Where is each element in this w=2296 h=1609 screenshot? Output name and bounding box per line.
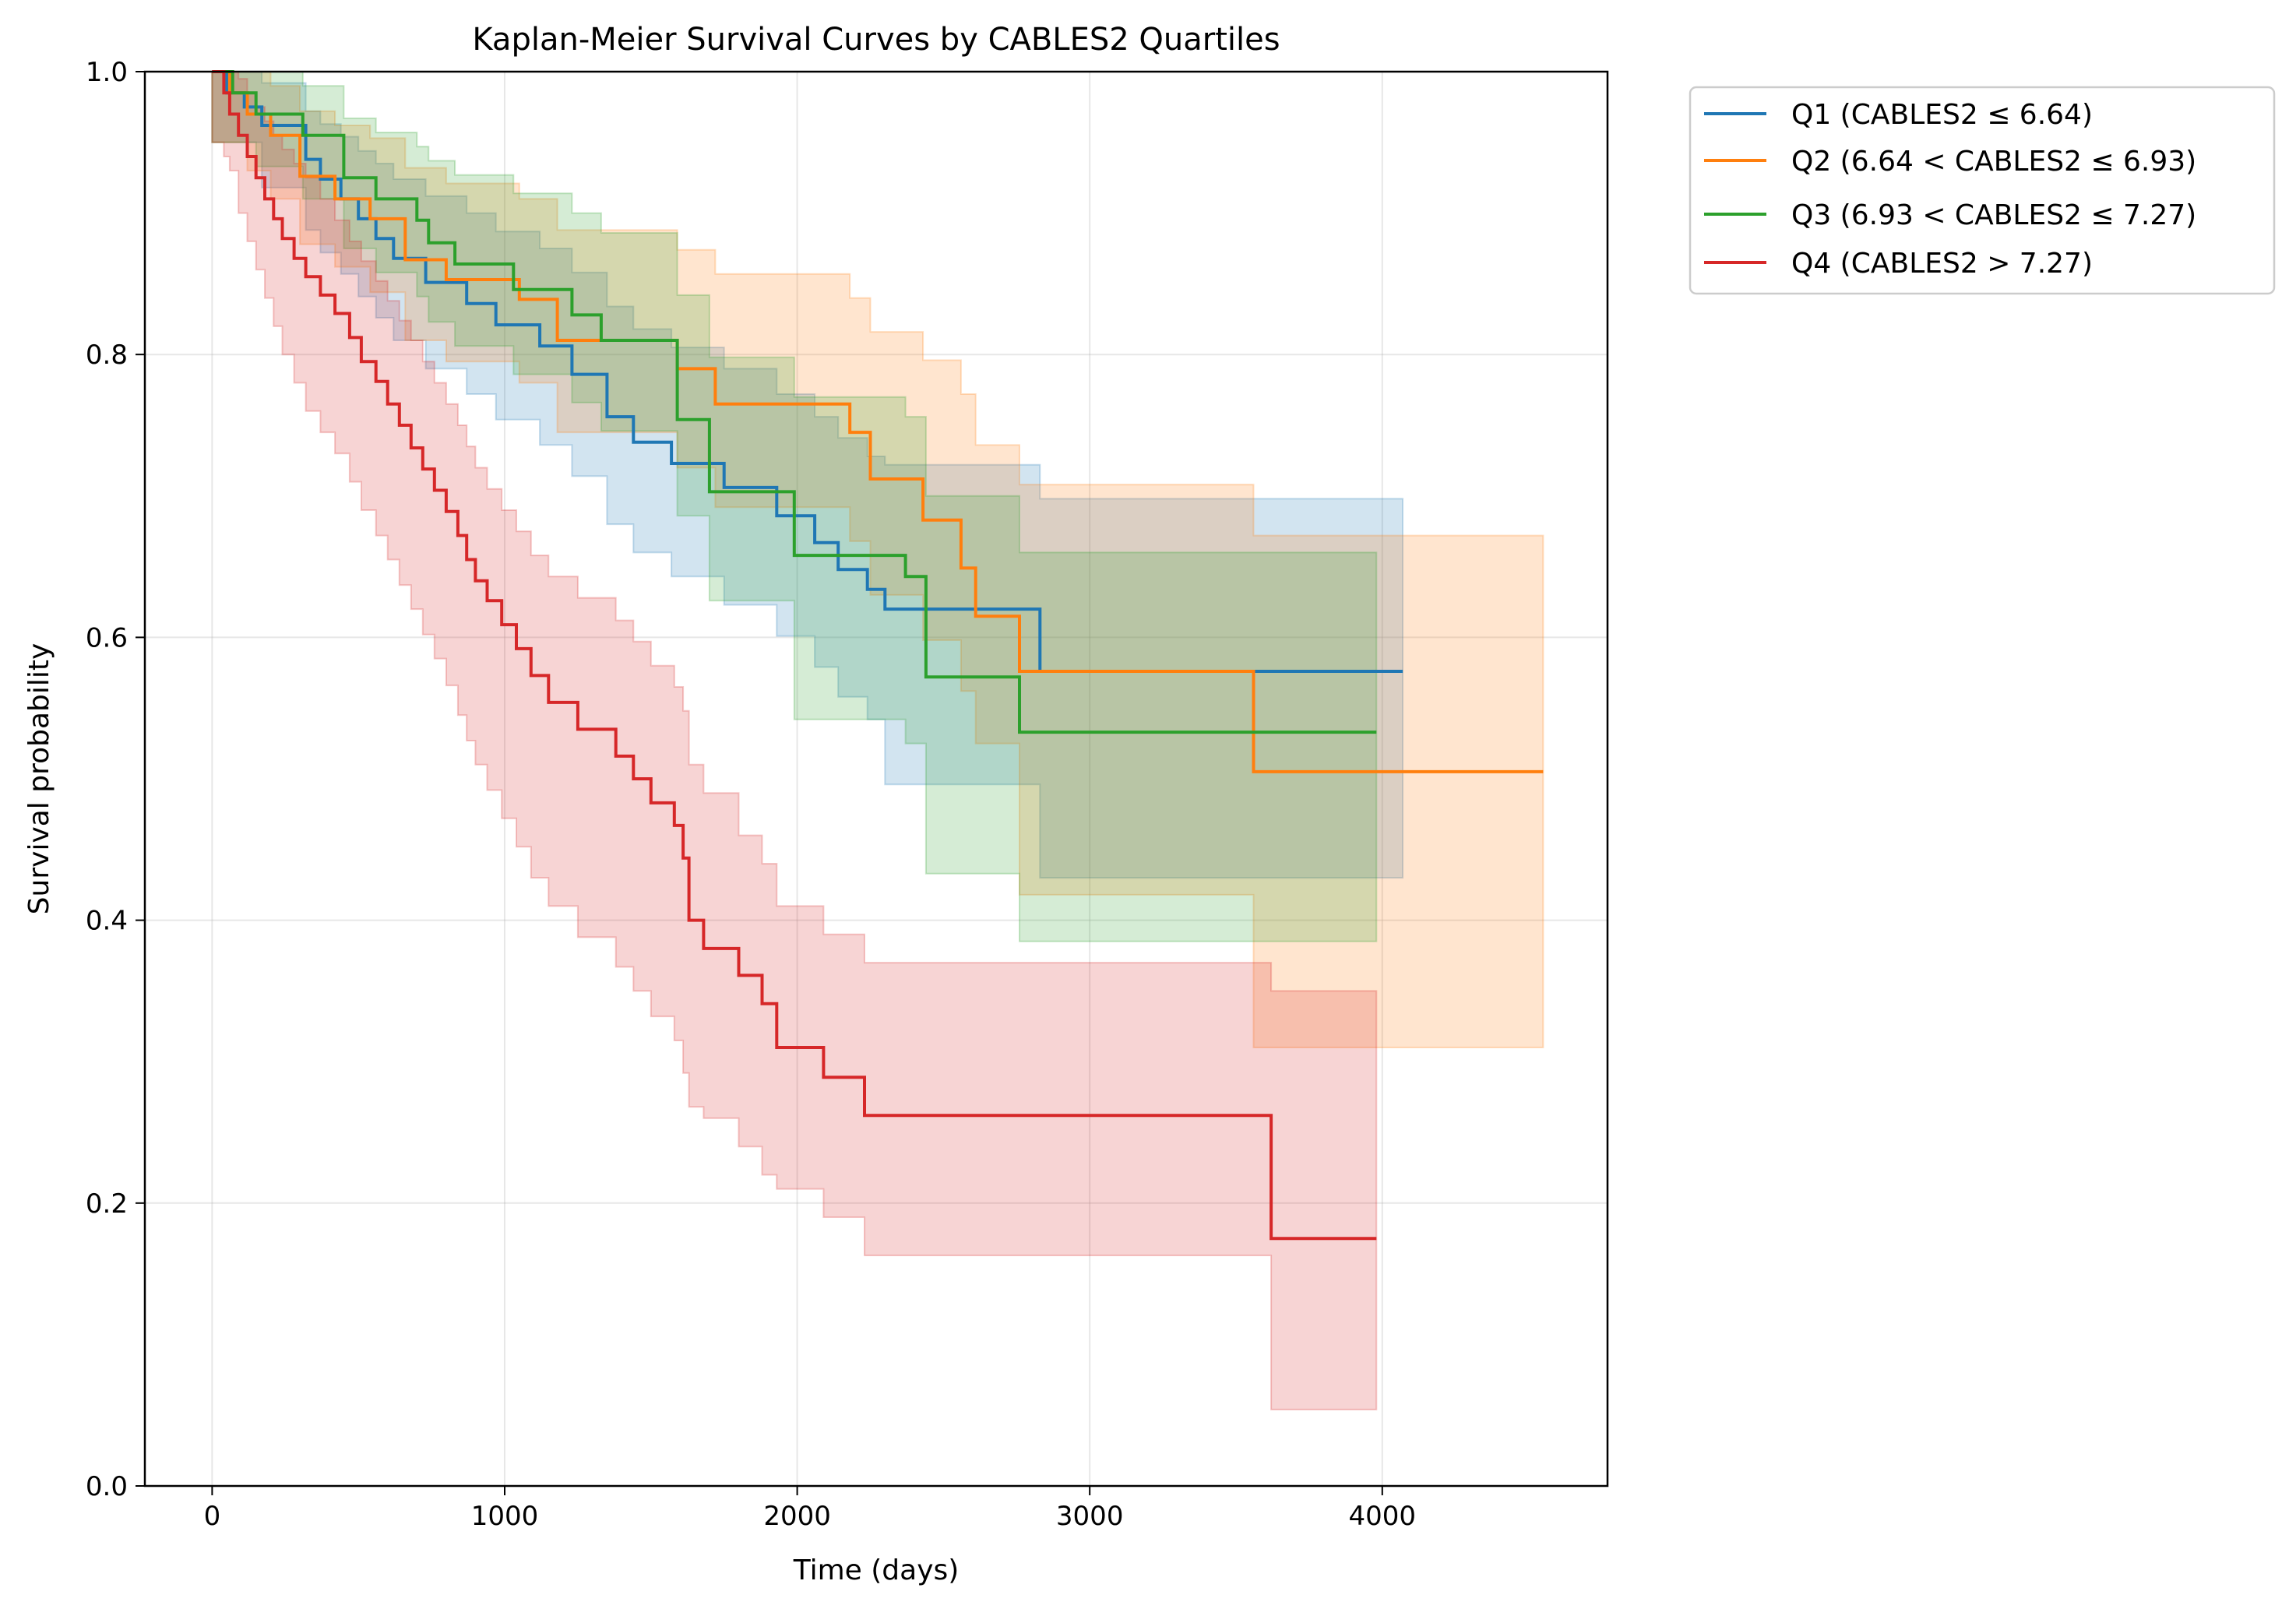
x-tick-label: 0 [204, 1501, 221, 1532]
legend-box [1689, 86, 2276, 295]
legend-label-q3: Q3 (6.93 < CABLES2 ≤ 7.27) [1791, 199, 2196, 231]
y-tick-label: 0.0 [86, 1471, 128, 1502]
y-axis-label: Survival probability [23, 643, 55, 915]
y-tick-label: 1.0 [86, 57, 128, 88]
ci-band-q4 [211, 71, 1378, 1410]
y-axis-ticks: 0.0 0.2 0.4 0.6 0.8 1.0 [86, 57, 145, 1502]
survival-curve-q3 [212, 70, 1377, 734]
survival-curves [212, 70, 1544, 1241]
legend-label-q2: Q2 (6.64 < CABLES2 ≤ 6.93) [1791, 146, 2196, 178]
legend: Q1 (CABLES2 ≤ 6.64) Q2 (6.64 < CABLES2 ≤… [1689, 86, 2276, 295]
y-tick-label: 0.2 [86, 1188, 128, 1220]
chart-title: Kaplan-Meier Survival Curves by CABLES2 … [472, 22, 1280, 58]
x-tick-label: 2000 [763, 1501, 831, 1532]
legend-label-q4: Q4 (CABLES2 > 7.27) [1791, 248, 2093, 280]
x-tick-label: 3000 [1056, 1501, 1124, 1532]
survival-curve-q4 [212, 70, 1377, 1241]
y-tick-label: 0.6 [86, 622, 128, 653]
ci-band-q2 [211, 71, 1544, 1048]
ci-band-q1 [211, 71, 1404, 879]
y-tick-label: 0.8 [86, 340, 128, 371]
x-axis-ticks: 0 1000 2000 3000 4000 [204, 1486, 1416, 1532]
x-axis-label: Time (days) [793, 1554, 960, 1586]
survival-curve-q2 [212, 70, 1544, 773]
survival-curve-q1 [212, 70, 1403, 673]
legend-label-q1: Q1 (CABLES2 ≤ 6.64) [1791, 99, 2093, 131]
y-tick-label: 0.4 [86, 906, 128, 937]
x-tick-label: 4000 [1349, 1501, 1417, 1532]
x-tick-label: 1000 [471, 1501, 539, 1532]
plot-frame [143, 70, 1609, 1488]
